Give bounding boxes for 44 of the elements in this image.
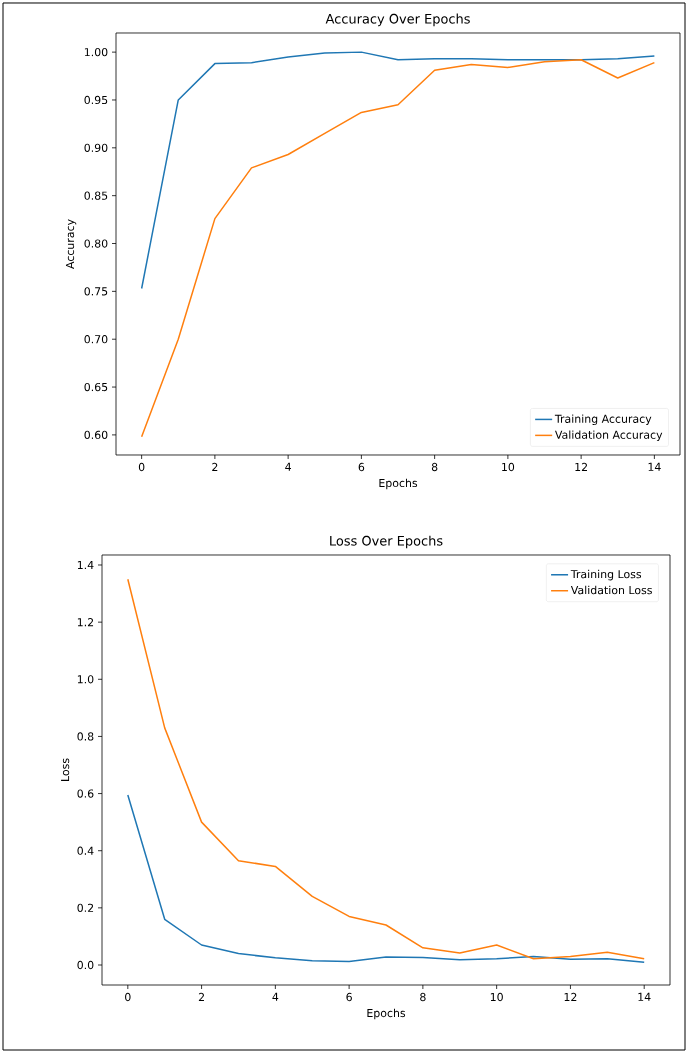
y-tick-label: 0.8 [77,732,94,741]
x-tick-label: 2 [198,992,204,1001]
x-tick-label: 6 [358,462,365,472]
y-tick-label: 1.00 [84,47,108,57]
y-tick-label: 0.0 [77,960,94,970]
y-axis-title: Loss [61,758,70,781]
legend-label: Training Loss [570,569,642,581]
x-tick-label: 4 [285,462,292,471]
y-tick-label: 0.6 [77,789,94,798]
x-tick-label: 12 [575,462,587,471]
legend-label: Validation Accuracy [554,430,663,441]
x-axis-title: Epochs [379,478,418,490]
y-axis-title: Accuracy [65,219,77,269]
y-tick-label: 1.0 [77,675,94,684]
chart-title: Loss Over Epochs [330,535,443,549]
legend-label: Validation Loss [570,585,652,595]
x-tick-label: 2 [212,462,218,471]
x-tick-label: 0 [125,992,131,1002]
y-tick-label: 0.80 [84,239,108,248]
y-tick-label: 1.2 [77,618,94,627]
x-tick-label: 14 [638,992,651,1001]
x-tick-label: 0 [138,462,145,472]
line-series [127,794,645,963]
x-tick-label: 14 [648,462,661,471]
x-tick-label: 4 [272,992,279,1001]
y-tick-label: 0.85 [84,191,108,200]
x-tick-label: 8 [431,462,438,472]
y-tick-label: 0.70 [84,335,108,344]
y-tick-label: 0.90 [84,143,108,152]
x-tick-label: 12 [564,992,577,1001]
x-tick-label: 8 [420,992,426,1002]
legend-label: Training Accuracy [554,414,652,426]
y-tick-label: 0.65 [84,382,108,392]
chart-title: Accuracy Over Epochs [325,13,470,27]
x-tick-label: 10 [490,992,503,1002]
x-tick-label: 10 [502,462,515,472]
y-tick-label: 0.2 [77,903,94,912]
y-tick-label: 0.95 [84,95,108,105]
y-tick-label: 1.4 [77,561,94,569]
y-tick-label: 0.60 [84,430,108,440]
y-tick-label: 0.75 [84,287,108,296]
x-tick-label: 6 [346,992,352,1002]
x-axis-title: Epochs [367,1008,406,1020]
y-tick-label: 0.4 [77,846,94,855]
